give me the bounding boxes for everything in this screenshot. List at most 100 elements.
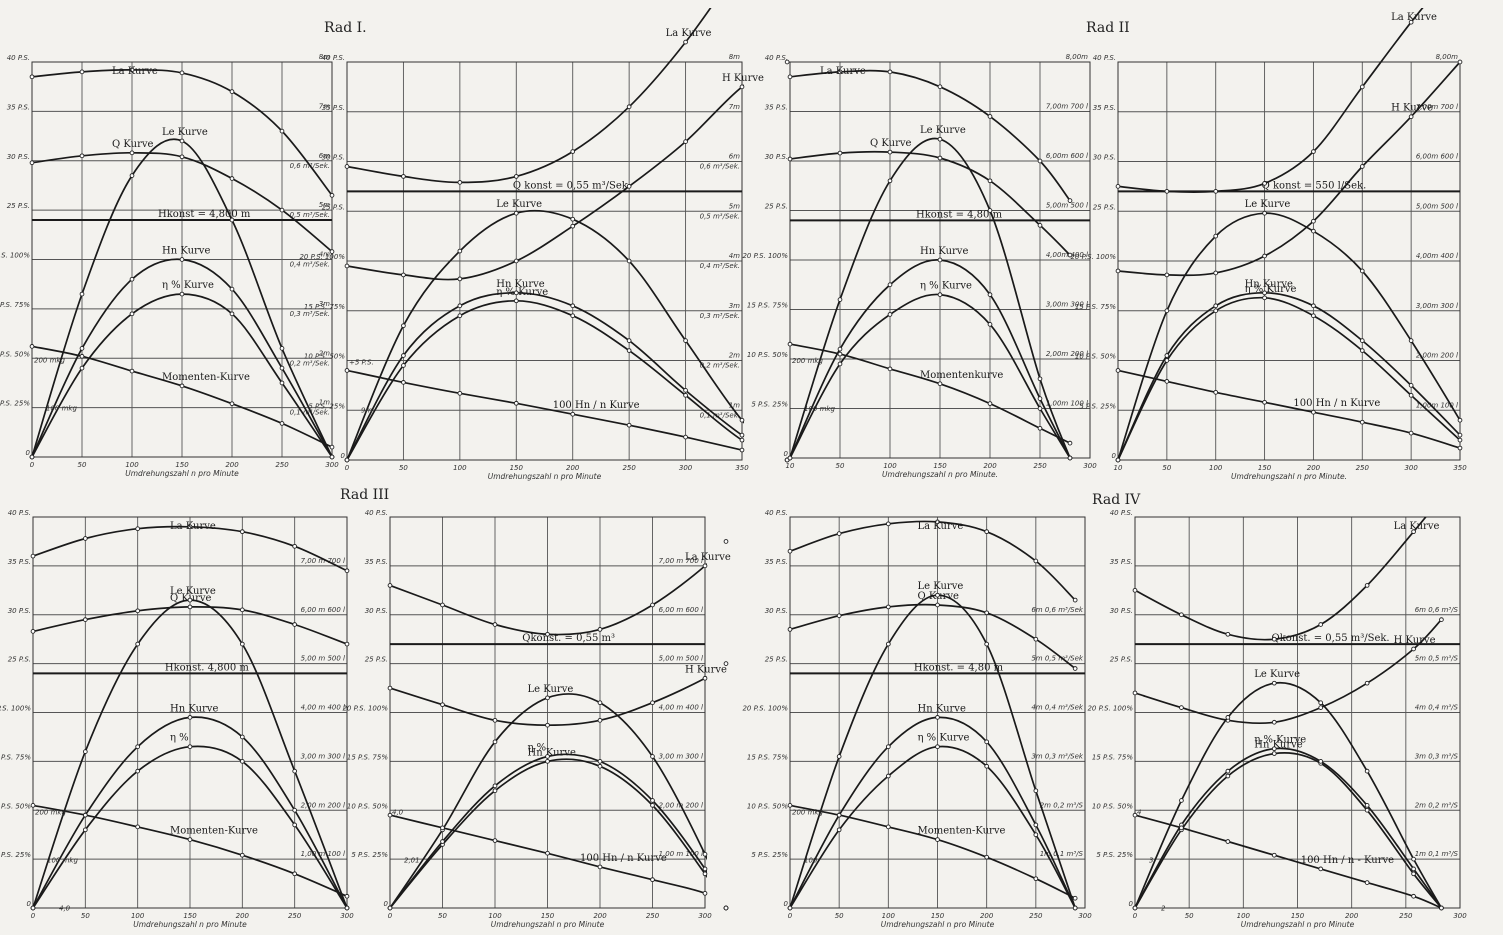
y-right-tick-label: 4,00 m 400 l — [301, 704, 345, 712]
data-point — [836, 613, 842, 619]
series-label: Momentenkurve — [920, 370, 1003, 381]
series-label: Hn Kurve — [528, 747, 576, 758]
data-point — [1033, 822, 1039, 828]
x-tick-label: 0 — [388, 912, 393, 920]
series-line — [1134, 814, 1442, 909]
y-tick-label: 35 P.S. — [1110, 558, 1133, 566]
data-point — [626, 104, 632, 110]
data-point — [1318, 622, 1324, 627]
data-point — [401, 174, 406, 179]
data-point — [239, 759, 245, 764]
data-point — [1164, 353, 1170, 358]
y-right-tick-label: 8m — [729, 53, 740, 61]
data-point — [787, 803, 793, 808]
y-right-tick-label: 2m 0,2 m³/S — [1415, 801, 1459, 809]
data-point — [29, 74, 35, 80]
series-label: Le Kurve — [170, 586, 216, 597]
series-label: Q Kurve — [870, 138, 911, 149]
data-point — [135, 608, 141, 614]
data-point — [344, 641, 350, 647]
x-tick-label: 10 — [786, 462, 795, 470]
data-point — [1311, 409, 1316, 415]
data-point — [545, 631, 550, 637]
y-right-sub-label: 0,3 m³/Sek. — [700, 312, 740, 320]
data-point — [292, 871, 298, 877]
y-tick-label: 20 P.S. 100% — [1070, 253, 1116, 261]
data-point — [1037, 396, 1043, 401]
data-point — [626, 338, 632, 343]
y-right-sub-label: 0,2 m³/Sek. — [290, 359, 330, 367]
y-right-tick-label: 5m — [319, 201, 330, 209]
x-tick-label: 300 — [1083, 462, 1097, 470]
data-point — [1408, 338, 1414, 343]
data-point — [1318, 700, 1324, 706]
series-label: Le Kurve — [1254, 669, 1300, 680]
data-point — [79, 353, 85, 359]
annotation: 4,0 — [59, 904, 71, 912]
data-point — [179, 138, 185, 144]
y-right-tick-label: 1m 0,1 m³/S — [1040, 850, 1084, 858]
annotation: 100 — [804, 856, 818, 864]
series-line — [1117, 61, 1461, 277]
data-point — [837, 361, 843, 367]
y-tick-label: 40 P.S. — [7, 54, 30, 62]
series-line — [346, 84, 744, 281]
data-point — [1132, 905, 1138, 911]
data-point — [29, 454, 35, 460]
data-point — [1067, 198, 1073, 203]
data-point — [739, 432, 745, 438]
data-point — [179, 291, 185, 297]
series-line — [789, 716, 1076, 909]
data-point — [1411, 871, 1416, 877]
data-point — [887, 149, 893, 155]
y-right-tick-label: 5m 0,5 m³/Sek — [1031, 655, 1084, 663]
data-point — [1359, 84, 1365, 90]
data-point — [650, 700, 655, 706]
rad-title-3: Rad III — [340, 487, 390, 503]
x-tick-label: 150 — [183, 912, 197, 920]
data-point — [1067, 252, 1073, 258]
y-tick-label: 40 P.S. — [765, 54, 788, 62]
x-tick-label: 0 — [30, 461, 35, 469]
data-point — [987, 208, 993, 213]
data-point — [1115, 184, 1121, 189]
data-point — [1033, 788, 1039, 794]
y-right-tick-label: 5,00m 500 l — [1416, 202, 1458, 210]
constant-line-label: Qkonst. = 0,55 m³/Sek. — [1272, 633, 1390, 644]
series-label: La Kurve — [170, 521, 216, 532]
series-label: η % — [170, 733, 189, 744]
annotation: +5 P.S. — [349, 359, 374, 367]
y-right-tick-label: 7,00 m 700 l — [659, 557, 703, 565]
data-point — [1213, 189, 1219, 194]
x-axis-label: Umdrehungszahl n pro Minute — [491, 920, 605, 929]
data-point — [1213, 270, 1219, 276]
data-point — [935, 715, 940, 720]
x-tick-label: 300 — [1404, 464, 1418, 472]
data-point — [787, 905, 793, 911]
series-line — [789, 150, 1071, 256]
y-tick-label: 5 P.S. 25% — [308, 402, 345, 410]
grid — [1117, 61, 1461, 461]
data-point — [570, 223, 576, 229]
series-label: 100 Hn / n Kurve — [1293, 398, 1380, 409]
x-tick-label: 150 — [175, 461, 189, 469]
data-point — [650, 803, 655, 808]
data-point — [1132, 812, 1138, 818]
data-point — [492, 783, 498, 789]
x-tick-label: 50 — [78, 461, 87, 469]
data-point — [440, 839, 445, 844]
data-point — [1115, 268, 1121, 274]
x-tick-label: 50 — [1185, 912, 1194, 920]
data-point — [702, 563, 708, 569]
y-tick-label: 35 P.S. — [8, 558, 31, 566]
x-tick-label: 250 — [1399, 912, 1413, 920]
y-tick-label: 10 P.S. 50% — [747, 351, 788, 359]
y-tick-label: 20 P.S. 100% — [742, 705, 788, 713]
data-point — [457, 390, 463, 396]
constant-line-label: Hkonst. = 4,80 m — [914, 662, 1004, 673]
data-point — [937, 381, 943, 387]
data-point — [723, 661, 729, 666]
series-label: 100 Hn / n - Kurve — [1301, 855, 1394, 866]
series-label: Hn Kurve — [170, 703, 218, 714]
series-label: Le Kurve — [528, 684, 574, 695]
